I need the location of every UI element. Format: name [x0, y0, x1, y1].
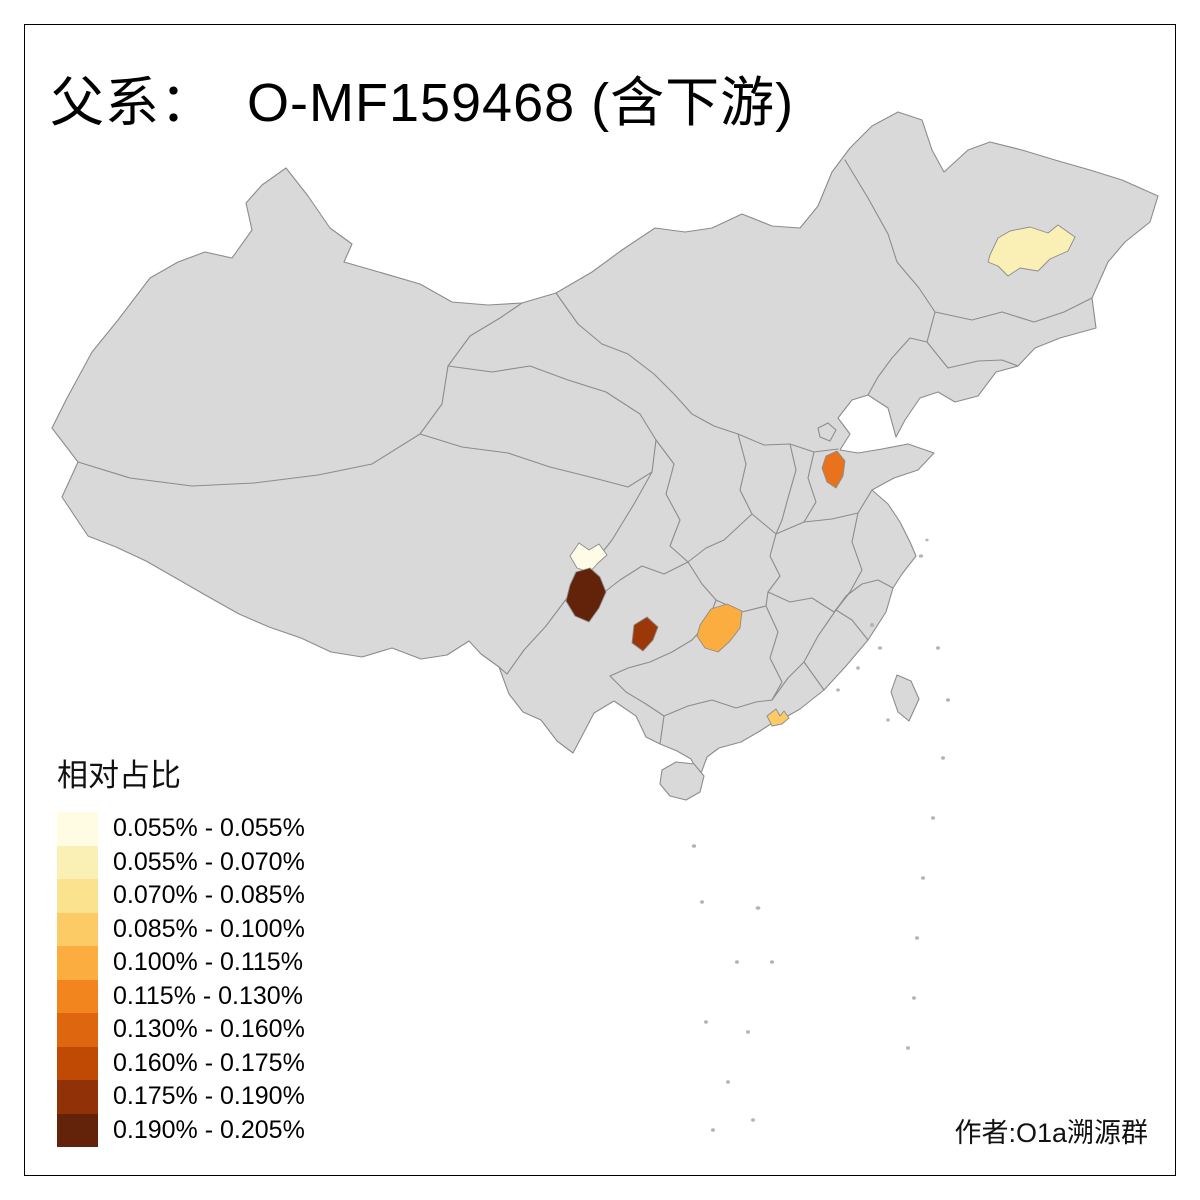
legend-title: 相对占比: [57, 758, 181, 793]
islands: [659, 538, 950, 1132]
china-mainland-shape: [51, 111, 1159, 777]
legend-swatch: [57, 845, 98, 879]
legend: 相对占比 0.055% - 0.055% 0.055% - 0.070% 0.070…: [57, 750, 305, 1147]
legend-label: 0.175% - 0.190%: [113, 1082, 305, 1110]
page-title: 父系： O-MF159468 (含下游): [50, 73, 795, 133]
legend-label: 0.190% - 0.205%: [113, 1115, 305, 1144]
legend-label: 0.085% - 0.100%: [113, 914, 305, 943]
legend-item-8: 0.175% - 0.190%: [57, 1080, 305, 1114]
legend-item-9: 0.190% - 0.205%: [57, 1113, 305, 1147]
author-credit: 作者:O1a溯源群: [954, 1118, 1148, 1148]
legend-swatch: [57, 879, 98, 913]
legend-label: 0.070% - 0.085%: [113, 881, 305, 909]
legend-label: 0.115% - 0.130%: [113, 981, 303, 1010]
legend-item-3: 0.085% - 0.100%: [57, 912, 305, 946]
legend-item-7: 0.160% - 0.175%: [57, 1046, 305, 1080]
legend-swatch: [57, 812, 98, 846]
legend-label: 0.100% - 0.115%: [113, 948, 303, 976]
legend-item-2: 0.070% - 0.085%: [57, 879, 305, 913]
region-s-sichuan: [631, 616, 659, 652]
legend-item-6: 0.130% - 0.160%: [57, 1013, 305, 1047]
highlighted-regions: [565, 224, 1076, 727]
legend-label: 0.130% - 0.160%: [113, 1015, 305, 1043]
legend-item-5: 0.115% - 0.130%: [57, 979, 305, 1013]
region-harbin: [987, 224, 1076, 277]
taiwan-island: [890, 674, 920, 722]
legend-swatch: [57, 912, 98, 946]
legend-item-4: 0.100% - 0.115%: [57, 946, 305, 980]
region-pearl-delta: [766, 708, 790, 727]
legend-item-0: 0.055% - 0.055%: [57, 812, 305, 846]
legend-swatch: [57, 1113, 98, 1147]
legend-label: 0.055% - 0.055%: [113, 814, 305, 842]
province-borders: [77, 159, 1093, 745]
legend-swatch: [57, 979, 98, 1013]
region-west-shandong: [821, 450, 846, 489]
legend-label: 0.055% - 0.070%: [113, 847, 305, 876]
region-w-sichuan: [565, 567, 607, 623]
legend-item-1: 0.055% - 0.070%: [57, 845, 305, 879]
region-w-hunan: [696, 603, 743, 653]
legend-swatch: [57, 1046, 98, 1080]
legend-swatch: [57, 1080, 98, 1114]
region-nw-sichuan: [569, 542, 608, 573]
legend-swatch: [57, 1013, 98, 1047]
legend-label: 0.160% - 0.175%: [113, 1048, 305, 1077]
legend-rows: 0.055% - 0.055% 0.055% - 0.070% 0.070% - 0…: [57, 812, 305, 1147]
legend-swatch: [57, 946, 98, 980]
hainan-island: [659, 761, 705, 801]
